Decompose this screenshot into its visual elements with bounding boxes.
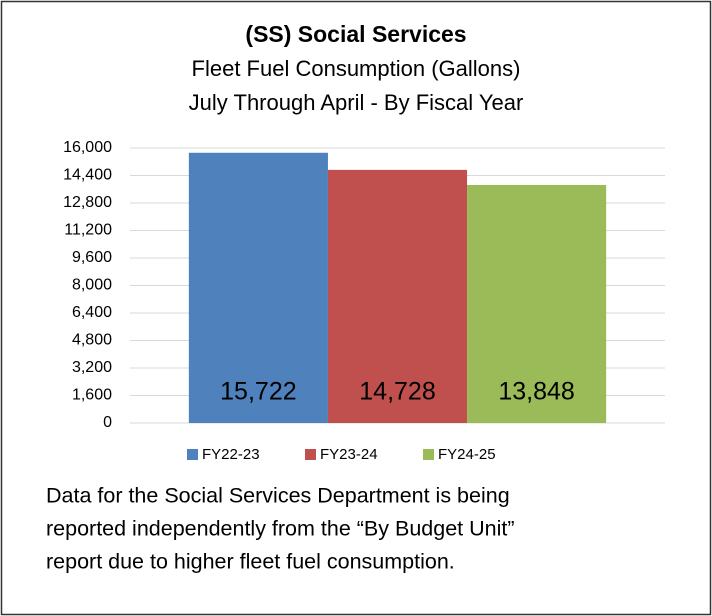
bar xyxy=(467,184,607,423)
data-label: 14,728 xyxy=(359,378,435,406)
data-label: 13,848 xyxy=(498,378,574,406)
y-tick-label: 1,600 xyxy=(72,387,112,404)
note-text: Data for the Social Services Department … xyxy=(46,484,510,508)
y-tick-label: 16,000 xyxy=(63,139,112,156)
legend-swatch xyxy=(305,449,316,460)
data-label: 15,722 xyxy=(220,378,296,406)
y-tick-label: 6,400 xyxy=(72,304,112,321)
y-tick-label: 14,400 xyxy=(63,167,112,184)
y-tick-label: 9,600 xyxy=(72,249,112,266)
legend-swatch xyxy=(187,449,198,460)
note-text: reported independently from the “By Budg… xyxy=(46,517,515,541)
chart-title: (SS) Social Services xyxy=(245,21,466,47)
y-tick-label: 12,800 xyxy=(63,194,112,211)
y-tick-label: 11,200 xyxy=(64,222,112,239)
note-text: report due to higher fleet fuel consumpt… xyxy=(46,550,455,574)
legend-swatch xyxy=(423,449,434,460)
chart-subtitle: Fleet Fuel Consumption (Gallons) xyxy=(192,56,521,81)
y-tick-label: 0 xyxy=(103,414,112,431)
y-tick-label: 8,000 xyxy=(72,277,112,294)
y-tick-label: 4,800 xyxy=(72,332,112,349)
legend-label: FY24-25 xyxy=(438,446,496,463)
legend-label: FY22-23 xyxy=(202,446,260,463)
bar xyxy=(327,169,468,423)
bar xyxy=(188,152,328,423)
chart-subtitle: July Through April - By Fiscal Year xyxy=(189,90,524,115)
legend-label: FY23-24 xyxy=(320,446,378,463)
y-tick-label: 3,200 xyxy=(72,359,112,376)
